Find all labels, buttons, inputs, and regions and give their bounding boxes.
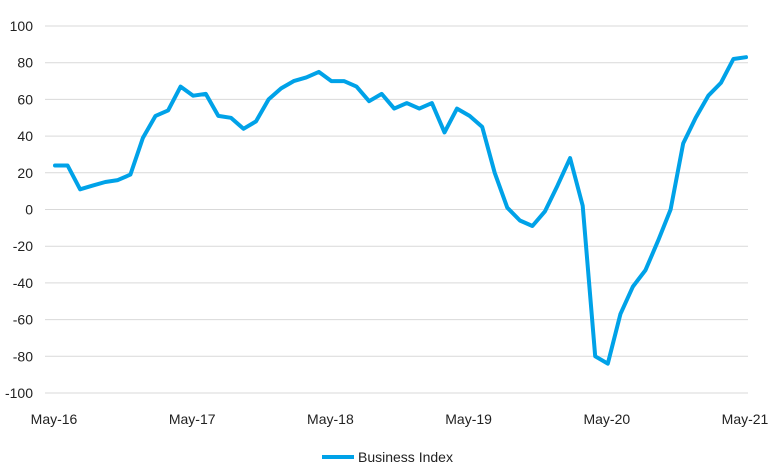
legend: Business Index xyxy=(322,449,453,465)
x-tick-label: May-20 xyxy=(583,411,630,427)
x-axis-ticks: May-16 May-17 May-18 May-19 May-20 May-21 xyxy=(31,411,769,427)
series-line-business-index xyxy=(53,55,748,366)
x-tick-label: May-21 xyxy=(722,411,769,427)
series-layer xyxy=(53,55,748,366)
x-tick-label: May-18 xyxy=(307,411,354,427)
y-tick-label: 0 xyxy=(25,202,33,218)
x-tick-label: May-17 xyxy=(169,411,216,427)
y-tick-label: -20 xyxy=(13,238,33,254)
y-tick-label: 100 xyxy=(10,18,34,34)
y-tick-label: 20 xyxy=(17,165,33,181)
y-tick-label: 40 xyxy=(17,128,33,144)
y-tick-label: 80 xyxy=(17,55,33,71)
gridlines xyxy=(45,25,748,394)
y-tick-label: -100 xyxy=(5,385,33,401)
x-tick-label: May-19 xyxy=(445,411,492,427)
y-tick-label: -40 xyxy=(13,275,33,291)
x-tick-label: May-16 xyxy=(31,411,78,427)
y-tick-label: -60 xyxy=(13,312,33,328)
legend-label-business-index: Business Index xyxy=(358,449,453,465)
y-tick-label: -80 xyxy=(13,348,33,364)
y-axis-ticks: 100 80 60 40 20 0 -20 -40 -60 -80 -100 xyxy=(5,18,33,401)
y-tick-label: 60 xyxy=(17,91,33,107)
